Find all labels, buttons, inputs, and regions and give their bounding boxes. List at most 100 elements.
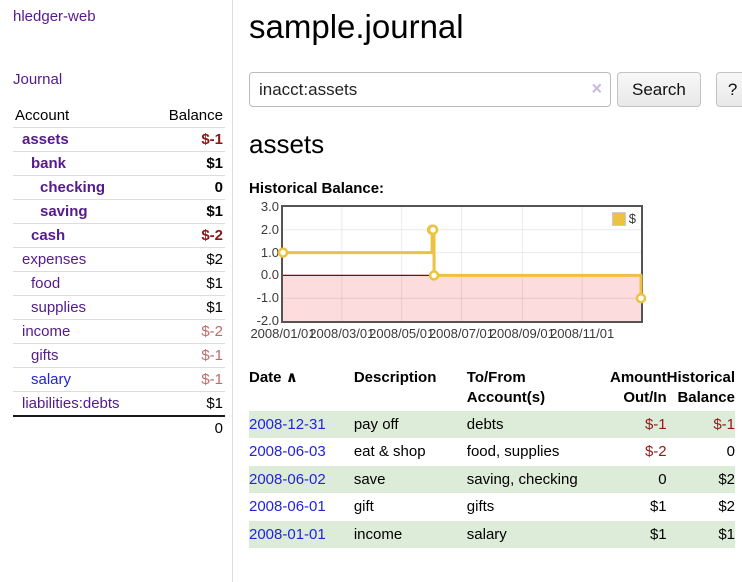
transaction-date-link[interactable]: 2008-12-31 [249,415,326,433]
account-row: assets $-1 [13,127,225,152]
account-row: income $-2 [13,319,225,344]
chart-title: Historical Balance: [249,180,385,197]
account-link[interactable]: income [22,323,71,340]
date-column-header[interactable]: Date ∧ [249,365,354,411]
accounts-total-row: 0 [13,415,225,440]
transaction-description: eat & shop [353,443,426,461]
account-row: bank $1 [13,151,225,176]
accounts-table: Account Balance assets $-1 bank $1 check… [13,104,225,440]
search-bar: × Search ? [249,72,742,107]
account-row: liabilities:debts $1 [13,391,225,416]
y-tick-label: 0.0 [260,267,279,283]
transaction-amount: $-1 [644,415,667,433]
x-tick-label: 2008/01/01 [250,326,316,341]
transaction-accounts: gifts [466,498,495,516]
account-link[interactable]: bank [31,155,67,172]
account-balance: $1 [150,295,225,320]
transaction-accounts: saving, checking [466,470,578,488]
y-tick-label: -2.0 [256,313,279,328]
account-row: supplies $1 [13,295,225,320]
x-tick-label: 2008/07/01 [428,326,495,341]
transaction-date-link[interactable]: 2008-06-03 [249,443,326,461]
help-button[interactable]: ? [715,72,742,107]
transaction-row[interactable]: 2008-06-01 gift gifts $1 $2 [249,493,735,521]
account-link[interactable]: checking [40,179,106,196]
register-table: Date ∧ Description To/From Account(s) Am… [249,365,735,549]
transaction-row[interactable]: 2008-06-02 save saving, checking 0 $2 [249,465,735,494]
transaction-row[interactable]: 2008-06-03 eat & shop food, supplies $-2… [249,438,735,466]
chart-plot[interactable]: $ [277,205,647,323]
y-tick-label: 3.0 [260,199,279,214]
accounts-table-header: Account Balance [13,104,225,128]
sidebar-item-journal[interactable]: Journal [13,71,63,88]
account-column-header: Account [15,107,70,124]
account-row: gifts $-1 [13,343,225,368]
accounts-total-balance: 0 [150,415,225,440]
transaction-accounts: debts [466,415,504,433]
x-tick-label: 2008/09/01 [489,326,555,341]
account-row: saving $1 [13,199,225,224]
account-link[interactable]: saving [40,203,88,220]
app-title-link[interactable]: hledger-web [13,8,96,25]
transaction-amount: $-2 [644,443,667,461]
account-link[interactable]: expenses [22,251,87,268]
sidebar: hledger-web Journal Account Balance asse… [0,0,233,582]
account-link[interactable]: gifts [31,347,59,364]
transaction-amount: $1 [649,525,667,543]
chart-legend: $ [609,210,638,227]
transaction-accounts: food, supplies [466,443,560,461]
transaction-description: save [353,470,386,488]
account-balance: $1 [150,391,225,416]
x-tick-label: 2008/11/01 [550,326,615,341]
account-row: food $1 [13,271,225,296]
page-title: sample.journal [249,8,464,45]
search-input[interactable] [249,72,611,107]
transaction-amount: $1 [649,498,667,516]
transaction-balance: $1 [718,525,735,543]
account-link[interactable]: food [31,275,61,292]
sort-asc-icon: ∧ [285,369,298,386]
transaction-date-link[interactable]: 2008-06-01 [249,498,326,516]
clear-search-icon[interactable]: × [591,78,602,99]
account-link[interactable]: cash [31,227,66,244]
transaction-accounts: salary [466,525,507,543]
account-link[interactable]: supplies [31,299,87,316]
date-header-label: Date [249,369,282,386]
account-balance: $1 [150,271,225,296]
balance-chart: 3.0 2.0 1.0 0.0 -1.0 -2.0 $ 2008/01/01 2008/03… [249,199,649,347]
legend-label: $ [628,211,636,226]
account-balance: $2 [150,247,225,272]
legend-swatch-icon [611,211,626,226]
transaction-row[interactable]: 2008-12-31 pay off debts $-1 $-1 [249,410,735,439]
account-balance: $-1 [150,343,225,368]
account-row: cash $-2 [13,223,225,248]
transaction-row[interactable]: 2008-01-01 income salary $1 $1 [249,520,735,549]
account-link[interactable]: assets [22,131,69,148]
chart-y-axis: 3.0 2.0 1.0 0.0 -1.0 -2.0 [249,199,279,328]
transaction-description: gift [353,498,374,516]
search-button[interactable]: Search [617,72,701,107]
transaction-date-link[interactable]: 2008-06-02 [249,470,326,488]
accounts-table-body: assets $-1 bank $1 checking 0 saving $1 … [13,127,225,416]
transaction-balance: $2 [718,470,735,488]
account-heading: assets [249,129,325,159]
transaction-amount: 0 [658,470,667,488]
chart-canvas [277,207,647,321]
main-content: sample.journal × Search ? assets Histori… [233,0,742,582]
transaction-date-link[interactable]: 2008-01-01 [249,525,326,543]
amount-column-header: Amount Out/In [609,369,667,406]
account-row: salary $-1 [13,367,225,392]
account-balance: $-2 [150,319,225,344]
chart-x-axis: 2008/01/01 2008/03/01 2008/05/01 2008/07/01… [249,326,649,344]
account-link[interactable]: liabilities:debts [22,395,120,412]
account-link[interactable]: salary [31,371,72,388]
account-balance: $1 [150,199,225,224]
search-box: × [249,72,611,107]
transaction-balance: $2 [718,498,735,516]
transaction-balance: $-1 [713,415,735,433]
x-tick-label: 2008/03/01 [309,326,375,341]
register-header-row: Date ∧ Description To/From Account(s) Am… [249,365,735,411]
account-row: checking 0 [13,175,225,200]
account-balance: $-1 [150,127,225,152]
